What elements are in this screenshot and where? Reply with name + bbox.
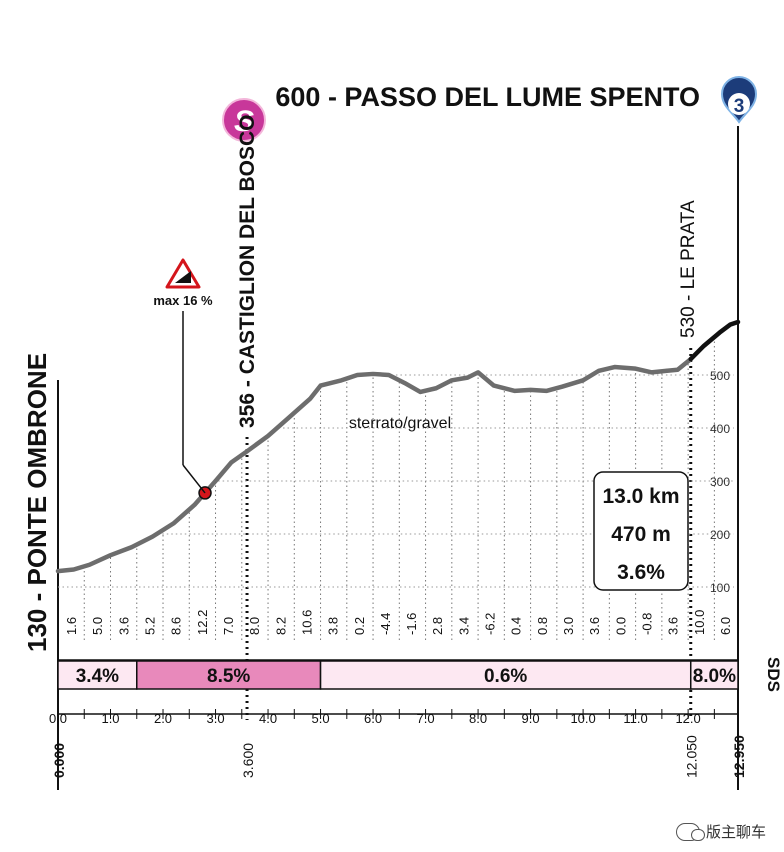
x-tick-label: 8.0 [469, 711, 487, 726]
sprint-badge-letter: S [234, 105, 254, 138]
segment-gradient-label: 8.0 [247, 617, 262, 635]
x-tick-label: 2.0 [154, 711, 172, 726]
finish-badge: 3 [720, 76, 758, 124]
sector-bar [319, 660, 692, 690]
profile-line-paved [688, 319, 741, 362]
grid-layer [58, 337, 734, 640]
segment-gradient-label: 5.0 [90, 617, 105, 635]
segment-gradient-label: 3.6 [116, 617, 131, 635]
point-label: 530 - LE PRATA [678, 200, 699, 338]
max-gradient-label: max 16 % [153, 293, 213, 308]
segment-gradient-label: 8.2 [273, 617, 288, 635]
chart-title: 600 - PASSO DEL LUME SPENTO [275, 82, 700, 112]
segment-gradient-label: 3.6 [587, 617, 602, 635]
y-tick-label: 200 [710, 528, 730, 542]
sprint-label: 356 - CASTIGLION DEL BOSCO [236, 115, 259, 429]
segment-gradient-label: 10.0 [692, 610, 707, 635]
km-marker-label: 3.600 [240, 743, 256, 778]
km-marker-label: 12.050 [684, 735, 700, 778]
finish-badge-number: 3 [734, 96, 745, 117]
segment-gradient-label: 3.0 [561, 617, 576, 635]
y-tick-label: 100 [710, 581, 730, 595]
segment-gradient-label: -4.4 [378, 613, 393, 635]
segment-gradient-label: 6.0 [718, 617, 733, 635]
km-marker-label: 12.950 [731, 735, 747, 778]
segment-gradient-label: 1.6 [64, 617, 79, 635]
segment-gradient-label: 0.8 [535, 617, 550, 635]
x-tick-label: 1.0 [101, 711, 119, 726]
segment-gradient-label: 3.8 [326, 617, 341, 635]
x-tick-label: 6.0 [364, 711, 382, 726]
stats-box: 13.0 km 470 m 3.6% [593, 471, 689, 591]
segment-gradient-label: -1.6 [404, 613, 419, 635]
segment-gradient-label: -6.2 [483, 613, 498, 635]
sector-gradient-label: 3.4% [76, 666, 119, 687]
sector-bar [57, 660, 138, 690]
segment-gradient-label: -0.8 [639, 613, 654, 635]
segment-gradient-label: 2.8 [430, 617, 445, 635]
side-mark: SDS [764, 657, 783, 692]
segment-gradient-label: 7.0 [221, 617, 236, 635]
segment-gradient-label: 0.0 [613, 617, 628, 635]
km-marker-label: 0.000 [51, 743, 67, 778]
segment-gradient-label: 3.4 [456, 617, 471, 635]
surface-note: sterrato/gravel [349, 415, 451, 432]
segment-gradient-label: 12.2 [195, 610, 210, 635]
x-tick-label: 5.0 [312, 711, 330, 726]
steep-warning-sign [165, 258, 201, 289]
sector-bar [689, 660, 739, 690]
watermark: 版主聊车 [675, 821, 766, 842]
x-tick-label: 10.0 [570, 711, 595, 726]
sector-gradient-label: 8.5% [207, 666, 250, 687]
label-layer: 100 200 300 400 500 1.6 5.0 3.6 5.2 8.6 12.2 7.0 8.0… [49, 369, 747, 778]
sprint-badge: S [222, 98, 266, 142]
x-tick-label: 7.0 [417, 711, 435, 726]
segment-gradient-label: 10.6 [299, 610, 314, 635]
y-tick-label: 300 [710, 475, 730, 489]
x-tick-label: 4.0 [259, 711, 277, 726]
sector-gradient-label: 0.6% [484, 666, 527, 687]
segment-gradient-label: 3.6 [666, 617, 681, 635]
watermark-text: 版主聊车 [705, 823, 766, 841]
segment-gradient-label: 0.2 [352, 617, 367, 635]
x-tick-label: 3.0 [206, 711, 224, 726]
profile-line-gravel [55, 356, 693, 574]
sector-gradient-label: 8.0% [693, 666, 736, 687]
x-tick-label: 0.0 [49, 711, 67, 726]
max-gradient-leader-diag [182, 464, 206, 494]
segment-gradient-label: 5.2 [143, 617, 158, 635]
y-tick-label: 400 [710, 422, 730, 436]
wechat-icon [675, 822, 705, 841]
stats-distance: 13.0 km [602, 485, 679, 508]
y-tick-label: 500 [710, 369, 730, 383]
x-tick-label: 12.0 [675, 711, 700, 726]
segment-gradient-label: 8.6 [169, 617, 184, 635]
x-tick-label: 9.0 [522, 711, 540, 726]
stats-elevation-gain: 470 m [611, 523, 671, 546]
stats-avg-gradient: 3.6% [617, 561, 665, 584]
segment-gradient-label: 0.4 [509, 617, 524, 635]
start-label: 130 - PONTE OMBRONE [22, 353, 52, 652]
x-tick-label: 11.0 [623, 711, 647, 726]
